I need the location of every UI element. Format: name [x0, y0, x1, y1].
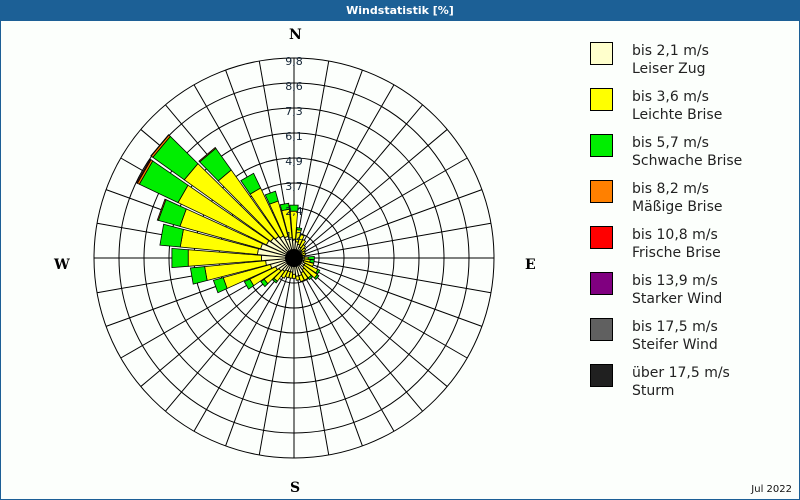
svg-text:6,1: 6,1	[285, 130, 303, 143]
svg-text:9,8: 9,8	[285, 55, 303, 68]
legend-item: bis 13,9 m/s Starker Wind	[590, 272, 790, 318]
legend-label: Mäßige Brise	[632, 199, 723, 215]
ring-labels: 1,2 2,4 3,7 4,9 6,1 7,3 8,6 9,8	[285, 55, 303, 243]
legend-item: über 17,5 m/s Sturm	[590, 364, 790, 410]
legend-swatch	[590, 364, 613, 387]
legend-range: bis 13,9 m/s	[632, 273, 718, 289]
legend-label: Schwache Brise	[632, 153, 743, 169]
legend-range: bis 3,6 m/s	[632, 89, 709, 105]
legend-label: Frische Brise	[632, 245, 721, 261]
legend-item: bis 8,2 m/s Mäßige Brise	[590, 180, 790, 226]
legend-label: Starker Wind	[632, 291, 723, 307]
chart-title: Windstatistik [%]	[0, 0, 800, 21]
center-hub	[285, 249, 303, 267]
legend-swatch	[590, 180, 613, 203]
compass-west: W	[54, 257, 70, 273]
legend-item: bis 3,6 m/s Leichte Brise	[590, 88, 790, 134]
legend-label: Leichte Brise	[632, 107, 723, 123]
legend-label: Leiser Zug	[632, 61, 706, 77]
legend-label: Sturm	[632, 383, 675, 399]
compass-north: N	[289, 27, 302, 43]
legend-item: bis 17,5 m/s Steifer Wind	[590, 318, 790, 364]
legend-swatch	[590, 226, 613, 249]
legend-swatch	[590, 88, 613, 111]
legend-range: bis 2,1 m/s	[632, 43, 709, 59]
svg-text:3,7: 3,7	[285, 180, 303, 193]
legend-range: bis 10,8 m/s	[632, 227, 718, 243]
legend-swatch	[590, 42, 613, 65]
compass-east: E	[525, 257, 536, 273]
legend-item: bis 5,7 m/s Schwache Brise	[590, 134, 790, 180]
legend-item: bis 10,8 m/s Frische Brise	[590, 226, 790, 272]
legend-item: bis 2,1 m/s Leiser Zug	[590, 42, 790, 88]
legend-label: Steifer Wind	[632, 337, 718, 353]
legend-swatch	[590, 272, 613, 295]
legend-range: über 17,5 m/s	[632, 365, 730, 381]
legend-range: bis 8,2 m/s	[632, 181, 709, 197]
svg-text:4,9: 4,9	[285, 155, 303, 168]
legend-swatch	[590, 134, 613, 157]
legend-range: bis 5,7 m/s	[632, 135, 709, 151]
date-label: Jul 2022	[751, 484, 792, 495]
polar-grid	[93, 57, 495, 459]
wind-bars	[135, 134, 321, 294]
svg-text:2,4: 2,4	[285, 205, 303, 218]
legend-range: bis 17,5 m/s	[632, 319, 718, 335]
svg-text:8,6: 8,6	[285, 80, 303, 93]
legend-swatch	[590, 318, 613, 341]
svg-text:1,2: 1,2	[285, 230, 303, 243]
svg-text:7,3: 7,3	[285, 105, 303, 118]
compass-south: S	[290, 480, 301, 496]
